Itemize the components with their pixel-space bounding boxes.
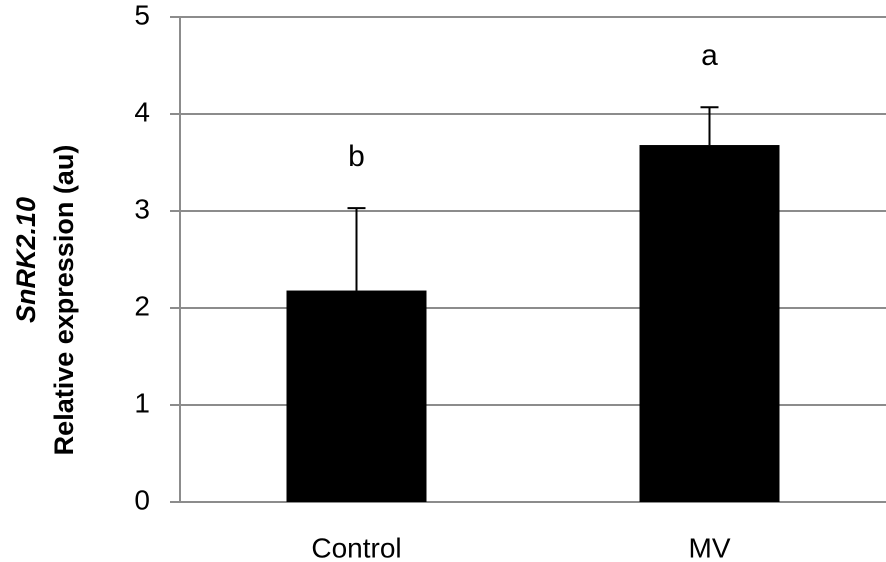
y-tick-label: 1 [134, 387, 150, 418]
y-tick-label: 3 [134, 193, 150, 224]
y-tick-label: 5 [134, 0, 150, 30]
x-tick-label: Control [311, 532, 401, 562]
y-tick-label: 2 [134, 290, 150, 321]
x-tick-label: MV [689, 532, 731, 562]
y-axis-label-gene: SnRK2.10 [11, 197, 41, 323]
y-tick-label: 4 [134, 96, 150, 127]
y-axis-label: Relative expression (au) [49, 145, 79, 456]
y-tick-label: 0 [134, 484, 150, 515]
significance-label: b [348, 140, 365, 173]
significance-label: a [701, 39, 718, 72]
bar [286, 290, 427, 502]
bar [639, 145, 780, 503]
